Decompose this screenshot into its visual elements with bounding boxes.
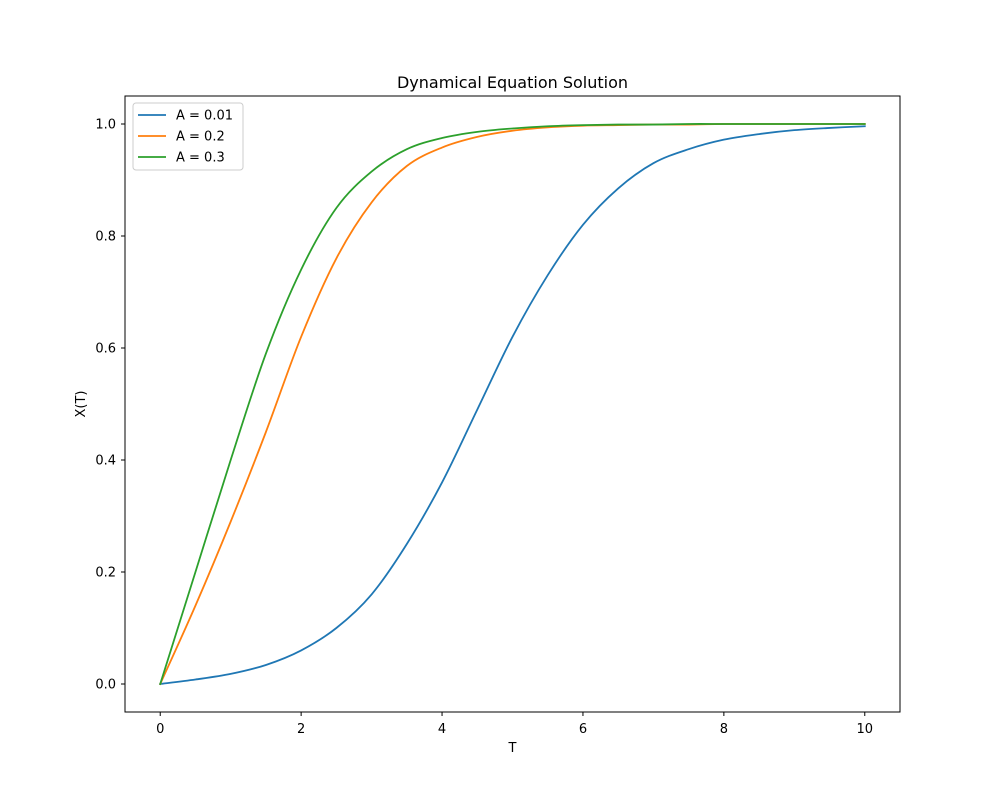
x-tick-label: 10: [856, 722, 873, 737]
series-layer: [159, 123, 866, 686]
plot-area-frame: [124, 95, 901, 713]
x-tick-label: 0: [156, 722, 164, 737]
x-tick-label: 6: [579, 722, 587, 737]
y-tick-label: 0.2: [95, 566, 116, 581]
x-tick-label: 2: [297, 722, 305, 737]
x-axis: 0 2 4 6 8 10: [156, 712, 873, 737]
y-tick-label: 0.8: [95, 230, 116, 245]
chart-title: Dynamical Equation Solution: [397, 73, 628, 92]
series-line-1: [159, 125, 866, 686]
y-tick-label: 0.0: [95, 678, 116, 693]
legend-label-3: A = 0.3: [176, 151, 225, 166]
y-axis: 0.0 0.2 0.4 0.6 0.8 1.0: [95, 118, 125, 693]
x-axis-label: T: [508, 741, 517, 756]
y-axis-label: X(T): [74, 391, 89, 418]
legend-box: [132, 102, 244, 171]
legend-label-2: A = 0.2: [176, 130, 225, 145]
legend-label-1: A = 0.01: [176, 109, 233, 124]
y-tick-label: 0.4: [95, 454, 116, 469]
legend: A = 0.01 A = 0.2 A = 0.3: [132, 102, 244, 171]
x-tick-label: 8: [720, 722, 728, 737]
x-tick-label: 4: [438, 722, 446, 737]
y-tick-label: 1.0: [95, 118, 116, 133]
series-line-3: [159, 123, 866, 686]
y-tick-label: 0.6: [95, 342, 116, 357]
